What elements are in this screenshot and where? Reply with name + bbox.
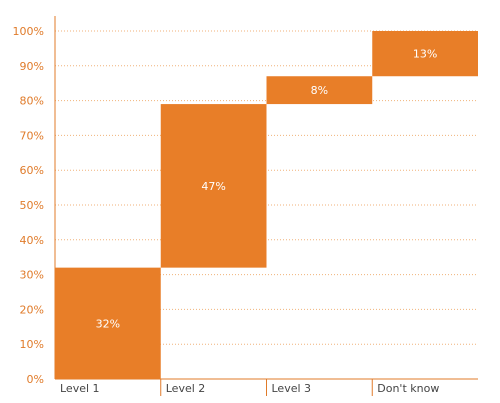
bar-2 xyxy=(160,104,267,268)
y-tick-label: 60% xyxy=(20,164,44,177)
y-tick-label: 70% xyxy=(20,129,44,142)
y-tick-label: 30% xyxy=(20,269,44,282)
y-tick-label: 20% xyxy=(20,303,44,316)
category-label: Level 1 xyxy=(60,382,100,395)
data-label: 32% xyxy=(96,317,120,330)
data-label: 8% xyxy=(311,84,328,97)
category-label: Level 3 xyxy=(272,382,312,395)
y-tick-label: 0% xyxy=(27,373,44,386)
data-label: 13% xyxy=(413,48,437,61)
y-tick-label: 10% xyxy=(20,338,44,351)
y-tick-label: 90% xyxy=(20,60,44,73)
bar-3 xyxy=(266,76,373,105)
data-label: 47% xyxy=(201,180,225,193)
category-label: Don't know xyxy=(377,382,439,395)
y-tick-label: 80% xyxy=(20,95,44,108)
category-label: Level 2 xyxy=(166,382,206,395)
y-tick-label: 50% xyxy=(20,199,44,212)
bar-4 xyxy=(372,31,478,77)
y-tick-label: 100% xyxy=(13,25,44,38)
y-tick-label: 40% xyxy=(20,234,44,247)
bar-1 xyxy=(55,267,161,379)
